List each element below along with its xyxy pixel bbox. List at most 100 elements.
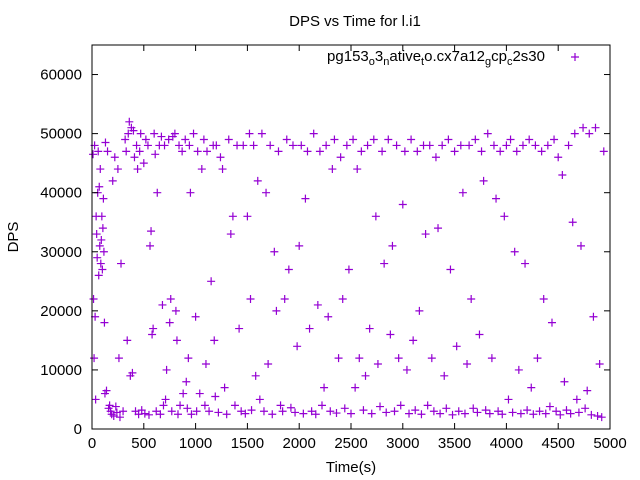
data-point [413, 147, 422, 156]
data-point [91, 395, 100, 404]
data-point [89, 295, 98, 304]
data-point [556, 410, 565, 419]
x-tick-label: 2000 [283, 435, 316, 452]
data-point [485, 409, 494, 418]
data-point [423, 401, 432, 410]
data-point [342, 141, 351, 150]
data-point [121, 135, 130, 144]
data-point [117, 259, 126, 268]
data-point [545, 402, 554, 411]
data-point [498, 410, 507, 419]
data-point [149, 324, 158, 333]
data-point [129, 126, 138, 135]
data-point [373, 360, 382, 369]
data-point [272, 306, 281, 315]
data-point [311, 410, 320, 419]
data-point [144, 410, 153, 419]
data-point [518, 141, 527, 150]
data-point [192, 407, 201, 416]
data-point [235, 324, 244, 333]
data-point [119, 407, 128, 416]
data-point [543, 141, 552, 150]
data-point [182, 377, 191, 386]
data-point [172, 336, 181, 345]
data-point [388, 241, 397, 250]
data-point [255, 395, 264, 404]
data-point [589, 312, 598, 321]
data-point [222, 410, 231, 419]
data-point [409, 336, 418, 345]
data-point [100, 318, 109, 327]
data-point [386, 330, 395, 339]
data-point [469, 404, 478, 413]
data-point [521, 259, 530, 268]
data-point [170, 129, 179, 138]
x-tick-label: 2500 [334, 435, 367, 452]
y-tick-label: 20000 [40, 303, 82, 320]
data-point [239, 141, 248, 150]
data-point [533, 354, 542, 363]
data-point [336, 153, 345, 162]
data-point [164, 135, 173, 144]
data-point [161, 395, 170, 404]
data-point [560, 377, 569, 386]
data-point [251, 371, 260, 380]
data-point [259, 407, 268, 416]
data-point [438, 141, 447, 150]
data-point [114, 354, 123, 363]
data-point [200, 401, 209, 410]
data-point [189, 129, 198, 138]
data-point [572, 395, 581, 404]
data-point [214, 408, 223, 417]
x-tick-label: 1500 [231, 435, 264, 452]
data-point [264, 360, 273, 369]
data-point [305, 324, 314, 333]
data-point [280, 295, 289, 304]
legend-subscript: t [421, 56, 424, 68]
data-point [282, 135, 291, 144]
data-point [369, 135, 378, 144]
data-point [307, 407, 316, 416]
data-point [487, 354, 496, 363]
data-point [143, 141, 152, 150]
data-point [159, 401, 168, 410]
data-point [583, 386, 592, 395]
data-point [506, 135, 515, 144]
data-point [297, 141, 306, 150]
data-point [97, 235, 106, 244]
y-tick-label: 30000 [40, 244, 82, 261]
data-point [415, 306, 424, 315]
x-tick-label: 4000 [490, 435, 523, 452]
data-point [123, 336, 132, 345]
data-point [570, 129, 579, 138]
data-point [330, 135, 339, 144]
data-point [183, 404, 192, 413]
data-point [228, 212, 237, 221]
data-point [132, 141, 141, 150]
data-point [313, 300, 322, 309]
data-point [552, 407, 561, 416]
data-point [92, 230, 101, 239]
data-point [90, 354, 99, 363]
data-point [502, 141, 511, 150]
data-point [171, 306, 180, 315]
data-point [135, 147, 144, 156]
legend-plus-marker [571, 53, 579, 61]
data-point [431, 153, 440, 162]
data-point [125, 117, 134, 126]
data-points [89, 117, 608, 422]
y-axis-label: DPS [5, 222, 22, 253]
data-point [585, 129, 594, 138]
data-point [351, 383, 360, 392]
y-tick-label: 50000 [40, 126, 82, 143]
data-point [390, 407, 399, 416]
data-point [247, 406, 256, 415]
data-point [220, 383, 229, 392]
data-point [150, 129, 159, 138]
data-point [489, 141, 498, 150]
data-point [186, 188, 195, 197]
data-point [317, 401, 326, 410]
legend-text-part: 3 [375, 48, 383, 65]
data-point [309, 129, 318, 138]
